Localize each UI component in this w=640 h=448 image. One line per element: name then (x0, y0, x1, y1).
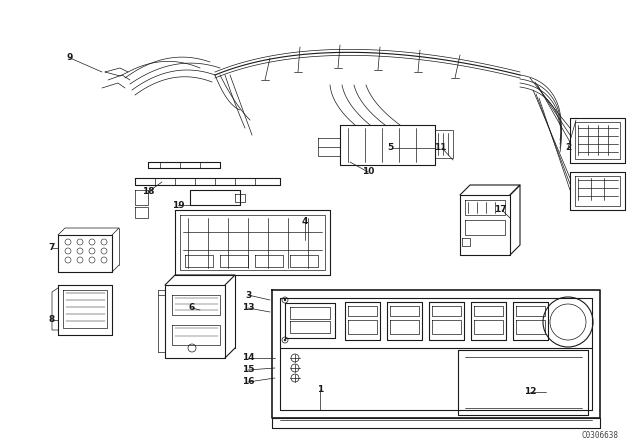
Text: 17: 17 (493, 206, 506, 215)
Text: 9: 9 (67, 53, 73, 63)
Text: 13: 13 (242, 303, 254, 313)
Text: 4: 4 (302, 217, 308, 227)
Text: 1: 1 (317, 385, 323, 395)
Text: 11: 11 (434, 143, 446, 152)
Text: 12: 12 (524, 388, 536, 396)
Text: 6: 6 (189, 303, 195, 313)
Text: C0306638: C0306638 (582, 431, 618, 439)
Text: 8: 8 (49, 315, 55, 324)
Text: 14: 14 (242, 353, 254, 362)
Circle shape (284, 339, 286, 341)
Text: 19: 19 (172, 201, 184, 210)
Circle shape (284, 299, 286, 301)
Text: 15: 15 (242, 366, 254, 375)
Text: 18: 18 (141, 188, 154, 197)
Text: 2: 2 (565, 143, 571, 152)
Text: 7: 7 (49, 244, 55, 253)
Text: 5: 5 (387, 143, 393, 152)
Text: 3: 3 (245, 290, 251, 300)
Text: 10: 10 (362, 168, 374, 177)
Text: 16: 16 (242, 378, 254, 387)
